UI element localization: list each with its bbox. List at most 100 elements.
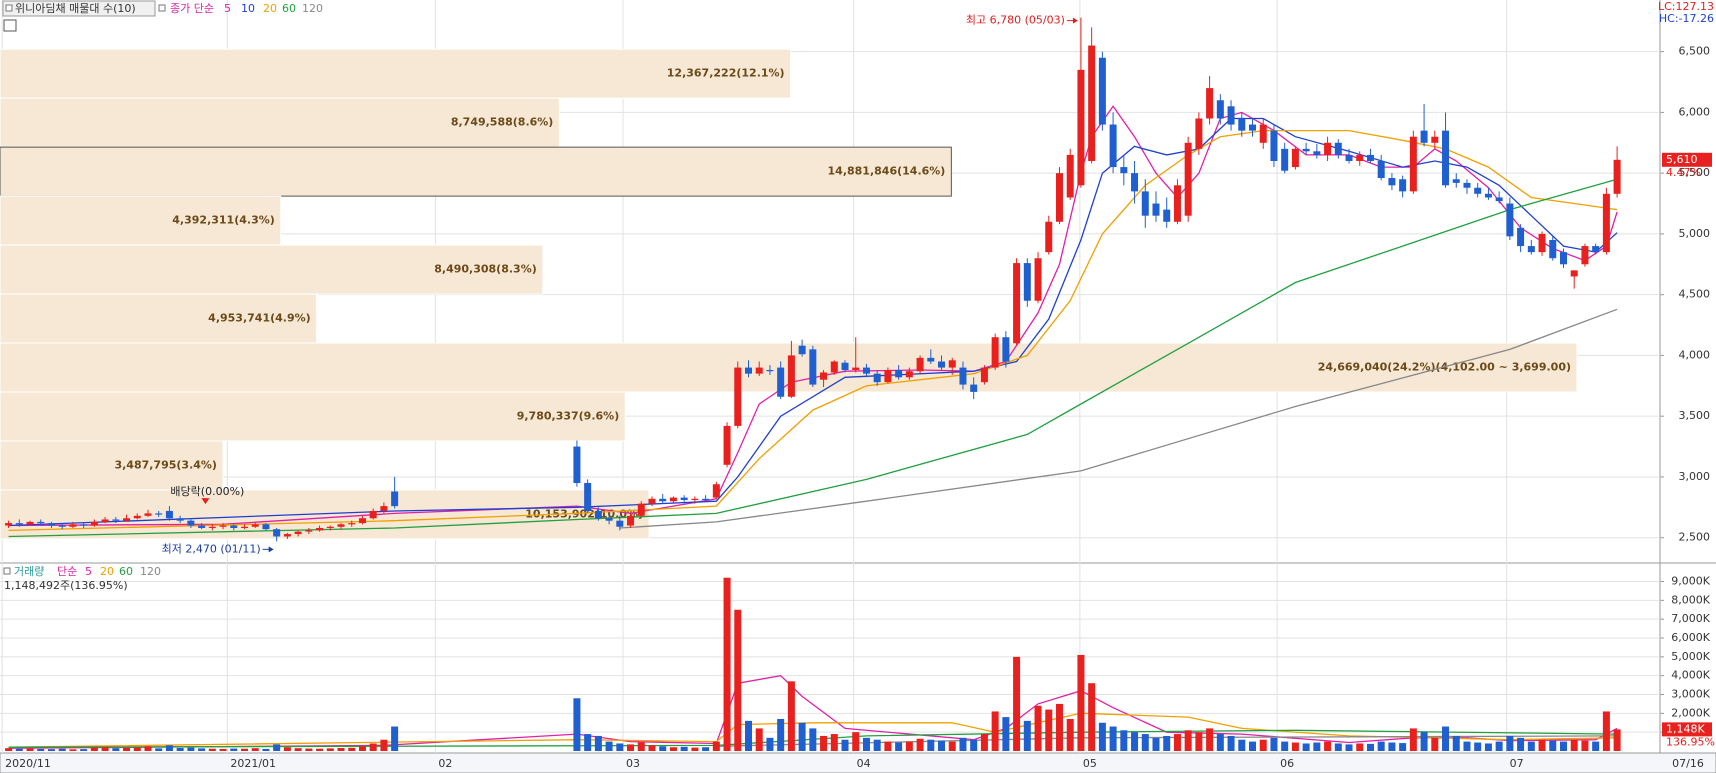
volume-bar xyxy=(380,739,388,751)
candle-body xyxy=(745,367,753,374)
candle-body xyxy=(1377,161,1385,179)
volume-bar xyxy=(927,739,935,751)
volume-bar xyxy=(198,748,206,751)
legend-entry: 20 xyxy=(263,2,277,15)
y-tick-label: 4,000 xyxy=(1679,348,1711,361)
volume-bar xyxy=(26,748,34,751)
x-tick-label: 02 xyxy=(438,757,452,770)
ma-line xyxy=(8,105,1618,527)
candle-body xyxy=(1131,173,1139,192)
y-tick-label: 5,500 xyxy=(1679,166,1711,179)
y-tick-label: 6,000K xyxy=(1671,631,1710,644)
volume-bar xyxy=(1302,743,1310,751)
y-tick-label: 7,000K xyxy=(1671,612,1710,625)
volume-bar xyxy=(905,741,913,751)
candle-body xyxy=(1195,118,1203,149)
y-tick-label: 3,000 xyxy=(1679,470,1711,483)
volume-bar xyxy=(862,737,870,751)
legend-entry: 5 xyxy=(85,565,92,578)
volume-bar xyxy=(1077,654,1085,751)
annotation: 배당락(0.00%) xyxy=(170,485,244,498)
candle-body xyxy=(1517,227,1525,247)
volume-bar xyxy=(820,735,828,751)
candle-body xyxy=(37,521,45,524)
volume-bar xyxy=(938,740,946,751)
candle-body xyxy=(47,523,55,526)
volume-bar xyxy=(326,748,334,751)
volume-bar xyxy=(133,747,141,751)
volume-bar xyxy=(1442,726,1450,751)
volume-bar xyxy=(58,748,66,751)
x-tick-label: 05 xyxy=(1083,757,1097,770)
volume-title: 거래량 xyxy=(14,565,44,578)
candle-body xyxy=(680,497,688,501)
candle-body xyxy=(1163,209,1171,222)
candle-body xyxy=(90,521,98,526)
y-tick-label: 3,500 xyxy=(1679,409,1711,422)
price-tag-label: 5,610 xyxy=(1666,153,1698,166)
candle-body xyxy=(669,497,677,502)
x-tick-label: 03 xyxy=(626,757,640,770)
volume-bar xyxy=(766,737,774,751)
candle-body xyxy=(1592,246,1600,253)
volume-bar xyxy=(1484,743,1492,751)
volume-bar xyxy=(1613,729,1621,751)
volume-bar xyxy=(1517,737,1525,751)
volume-bar xyxy=(1088,683,1096,751)
profile-bar xyxy=(0,195,282,246)
volume-bar xyxy=(648,745,656,751)
candle-body xyxy=(1045,221,1053,253)
candle-body xyxy=(712,484,720,498)
volume-bar xyxy=(702,747,710,751)
x-tick-label: 2020/11 xyxy=(5,757,51,770)
candle-body xyxy=(69,524,77,527)
y-tick-label: 8,000K xyxy=(1671,593,1710,606)
candle-body xyxy=(1324,142,1332,155)
volume-bar xyxy=(1570,739,1578,751)
volume-tag-label: 1,148K xyxy=(1666,722,1705,735)
volume-bar xyxy=(1195,732,1203,751)
candle-body xyxy=(959,367,967,385)
candle-body xyxy=(391,491,399,507)
candle-body xyxy=(1442,130,1450,186)
volume-bar xyxy=(391,726,399,751)
candle-body xyxy=(144,513,152,516)
volume-bar xyxy=(219,748,227,751)
candle-body xyxy=(1302,148,1310,152)
profile-bar xyxy=(0,48,792,99)
volume-bar xyxy=(1431,737,1439,751)
candle-body xyxy=(766,370,774,372)
candle-body xyxy=(1270,130,1278,162)
volume-bar xyxy=(1474,742,1482,751)
candle-body xyxy=(798,345,806,355)
table-icon[interactable] xyxy=(3,19,17,32)
volume-bar xyxy=(916,738,924,751)
volume-bar xyxy=(605,741,613,751)
date-label: 07/16 xyxy=(1672,757,1704,770)
candle-body xyxy=(316,527,324,531)
volume-bar xyxy=(1538,739,1546,751)
candle-body xyxy=(1088,45,1096,162)
candle-body xyxy=(777,367,785,397)
candle-body xyxy=(970,384,978,392)
candle-body xyxy=(1474,187,1482,194)
candle-body xyxy=(123,518,131,521)
candles xyxy=(5,17,1621,751)
candle-body xyxy=(369,510,377,519)
legend-entry: 20 xyxy=(100,565,114,578)
volume-bar xyxy=(1281,741,1289,751)
candle-body xyxy=(283,534,291,537)
volume-bar xyxy=(1324,741,1332,751)
candle-body xyxy=(112,519,120,521)
candle-body xyxy=(1559,252,1567,265)
volume-bar xyxy=(1345,744,1353,751)
profile-bar xyxy=(0,244,544,295)
volume-bar xyxy=(123,747,131,751)
candle-body xyxy=(927,357,935,362)
volume-bar xyxy=(970,739,978,751)
volume-bar xyxy=(155,748,163,751)
icon xyxy=(158,4,166,12)
profile-label: 4,392,311(4.3%) xyxy=(172,214,275,227)
candle-body xyxy=(1527,246,1535,253)
x-tick-label: 2021/01 xyxy=(230,757,276,770)
